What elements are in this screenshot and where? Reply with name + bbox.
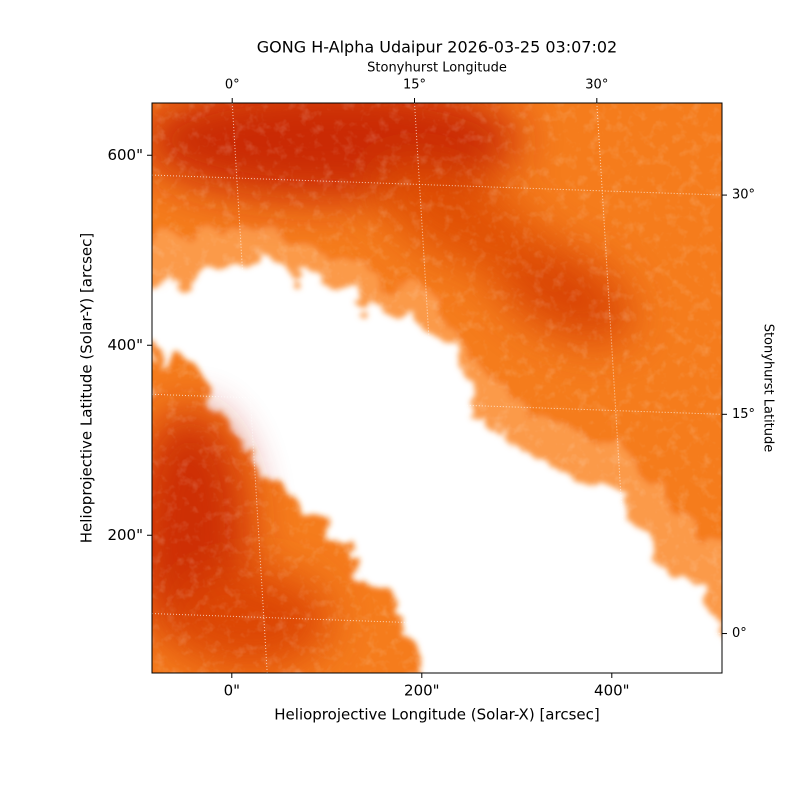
axes: 0" 200" 400" 200" 400" 600" 0° 15° 30° 0° 15° 30° — [107, 78, 755, 700]
grid-line — [151, 393, 723, 415]
grid-line — [151, 613, 723, 635]
y-tick-label: 600" — [107, 146, 143, 164]
y2-tick-label: 30° — [732, 188, 755, 203]
grid-line — [414, 102, 451, 674]
x-axis-label: Helioprojective Longitude (Solar-X) [arc… — [274, 706, 599, 724]
y2-tick-label: 15° — [732, 407, 755, 422]
x2-tick-label: 15° — [403, 78, 426, 93]
x2-tick-label: 30° — [585, 78, 608, 93]
y-tick-label: 400" — [107, 336, 143, 354]
chart-title: GONG H-Alpha Udaipur 2026-03-25 03:07:02 — [257, 38, 617, 57]
x2-axis-label: Stonyhurst Longitude — [367, 61, 507, 76]
x2-tick-label: 0° — [225, 78, 240, 93]
x-tick-label: 0" — [224, 682, 240, 700]
grid-line — [596, 102, 633, 674]
y2-tick-label: 0° — [732, 626, 747, 641]
plot-frame — [151, 102, 723, 674]
y-tick-label: 200" — [107, 526, 143, 544]
y2-axis-label: Stonyhurst Latitude — [761, 324, 776, 453]
y-axis-label: Helioprojective Latitude (Solar-Y) [arcs… — [78, 233, 96, 543]
grid-line — [151, 174, 723, 196]
x-tick-label: 400" — [594, 682, 630, 700]
solar-image — [152, 103, 722, 673]
grid-line — [231, 102, 268, 674]
x-tick-label: 200" — [404, 682, 440, 700]
